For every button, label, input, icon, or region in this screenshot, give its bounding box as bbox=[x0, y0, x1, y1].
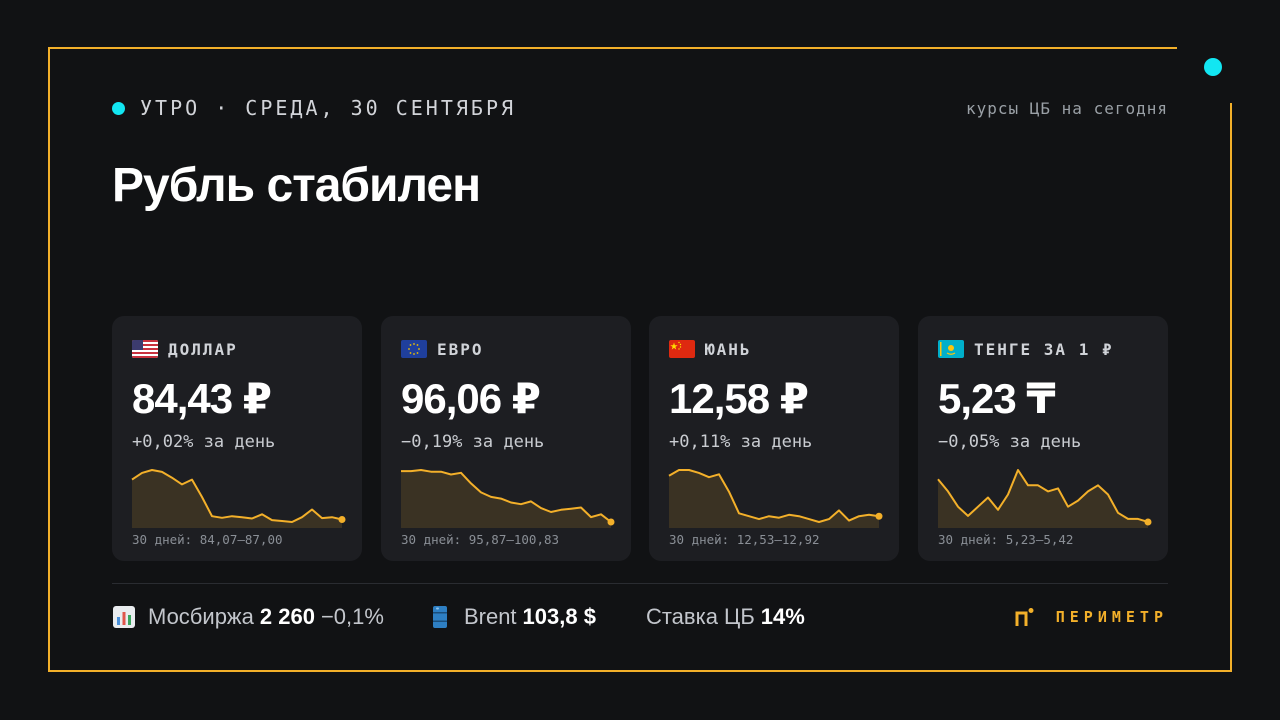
currency-card-cny: ЮАНЬ 12,58 ₽ +0,11% за день 30 дней: 12,… bbox=[649, 316, 899, 561]
stat-moex: Мосбиржа 2 260 −0,1% bbox=[112, 604, 384, 630]
brand-logo-icon bbox=[1015, 608, 1034, 626]
footer: Мосбиржа 2 260 −0,1% Brent 103,8 $ Ставк… bbox=[112, 600, 1168, 634]
frame-top-border bbox=[48, 47, 1177, 49]
range-30d: 30 дней: 95,87–100,83 bbox=[401, 532, 560, 547]
card-header: ЕВРО bbox=[401, 339, 484, 359]
stat-key-rate: Ставка ЦБ 14% bbox=[646, 604, 811, 630]
card-header: ДОЛЛАР bbox=[132, 339, 238, 359]
sparkline-line bbox=[937, 469, 1149, 523]
stat-value: 103,8 $ bbox=[522, 604, 596, 629]
stat-value: 14% bbox=[760, 604, 805, 629]
bar-chart-icon bbox=[113, 606, 135, 628]
sparkline-chart bbox=[668, 469, 883, 528]
slide-content: УТРО · СРЕДА, 30 СЕНТЯБРЯ курсы ЦБ на се… bbox=[112, 0, 1168, 720]
sparkline-line bbox=[401, 469, 612, 523]
currency-change: +0,02% за день bbox=[132, 432, 276, 452]
sparkline-chart bbox=[937, 469, 1152, 528]
stat-label: Brent bbox=[463, 604, 517, 629]
currency-rate: 5,23 ₸ bbox=[938, 375, 1056, 422]
us-flag-icon bbox=[132, 340, 158, 358]
stat-change: −0,1% bbox=[320, 604, 384, 629]
card-header: ЮАНЬ bbox=[669, 339, 752, 359]
currency-card-kzt: ТЕНГЕ ЗА 1 ₽ 5,23 ₸ −0,05% за день 30 дн… bbox=[918, 316, 1168, 561]
brand-name: ПЕРИМЕТР bbox=[1055, 608, 1168, 626]
currency-change: −0,19% за день bbox=[401, 432, 545, 452]
header: УТРО · СРЕДА, 30 СЕНТЯБРЯ курсы ЦБ на се… bbox=[112, 96, 1168, 120]
stat-label: Ставка ЦБ bbox=[645, 604, 755, 629]
sparkline-area bbox=[938, 470, 1148, 528]
sparkline-chart bbox=[401, 469, 615, 528]
currency-cards: ДОЛЛАР 84,43 ₽ +0,02% за день 30 дней: 8… bbox=[112, 316, 1168, 561]
currency-rate: 96,06 ₽ bbox=[401, 375, 541, 422]
header-left: УТРО · СРЕДА, 30 СЕНТЯБРЯ bbox=[112, 96, 516, 120]
card-header: ТЕНГЕ ЗА 1 ₽ bbox=[938, 339, 1114, 359]
currency-card-eur: ЕВРО 96,06 ₽ −0,19% за день 30 дней: 95,… bbox=[381, 316, 631, 561]
footer-divider bbox=[112, 583, 1168, 584]
sparkline-chart bbox=[131, 469, 346, 528]
date-kicker: УТРО · СРЕДА, 30 СЕНТЯБРЯ bbox=[140, 96, 517, 120]
corner-dot bbox=[1204, 58, 1222, 76]
stat-brent: Brent 103,8 $ bbox=[428, 604, 602, 630]
sparkline-line bbox=[668, 469, 880, 523]
oil-barrel-icon bbox=[432, 606, 447, 628]
source-note: курсы ЦБ на сегодня bbox=[965, 98, 1168, 118]
stat-label: Мосбиржа bbox=[148, 604, 254, 629]
sparkline-last-point bbox=[607, 518, 615, 526]
sparkline-last-point bbox=[875, 512, 883, 520]
frame-left-border bbox=[48, 47, 50, 672]
currency-name: ЕВРО bbox=[437, 339, 484, 359]
currency-rate: 84,43 ₽ bbox=[132, 375, 272, 422]
sparkline-last-point bbox=[1144, 518, 1152, 526]
sparkline-line bbox=[131, 469, 343, 523]
live-dot-icon bbox=[112, 101, 125, 115]
range-30d: 30 дней: 84,07–87,00 bbox=[132, 532, 283, 547]
headline: Рубль стабилен bbox=[112, 159, 481, 212]
currency-rate: 12,58 ₽ bbox=[669, 375, 809, 422]
sparkline-area bbox=[401, 470, 611, 528]
currency-card-usd: ДОЛЛАР 84,43 ₽ +0,02% за день 30 дней: 8… bbox=[112, 316, 362, 561]
eu-flag-icon bbox=[401, 340, 427, 358]
range-30d: 30 дней: 12,53–12,92 bbox=[669, 532, 820, 547]
stat-value: 2 260 bbox=[259, 604, 315, 629]
kz-flag-icon bbox=[938, 340, 964, 358]
sparkline-area bbox=[132, 470, 342, 528]
frame-right-border bbox=[1230, 103, 1232, 672]
currency-name: ДОЛЛАР bbox=[168, 339, 238, 359]
brand: ПЕРИМЕТР bbox=[1014, 600, 1168, 634]
currency-name: ТЕНГЕ ЗА 1 ₽ bbox=[974, 339, 1114, 359]
currency-name: ЮАНЬ bbox=[705, 339, 752, 359]
cn-flag-icon bbox=[669, 340, 695, 358]
currency-change: −0,05% за день bbox=[938, 432, 1082, 452]
currency-change: +0,11% за день bbox=[669, 432, 813, 452]
sparkline-area bbox=[669, 470, 879, 528]
range-30d: 30 дней: 5,23–5,42 bbox=[938, 532, 1074, 547]
sparkline-last-point bbox=[338, 515, 346, 523]
frame-bottom-border bbox=[48, 670, 1232, 672]
